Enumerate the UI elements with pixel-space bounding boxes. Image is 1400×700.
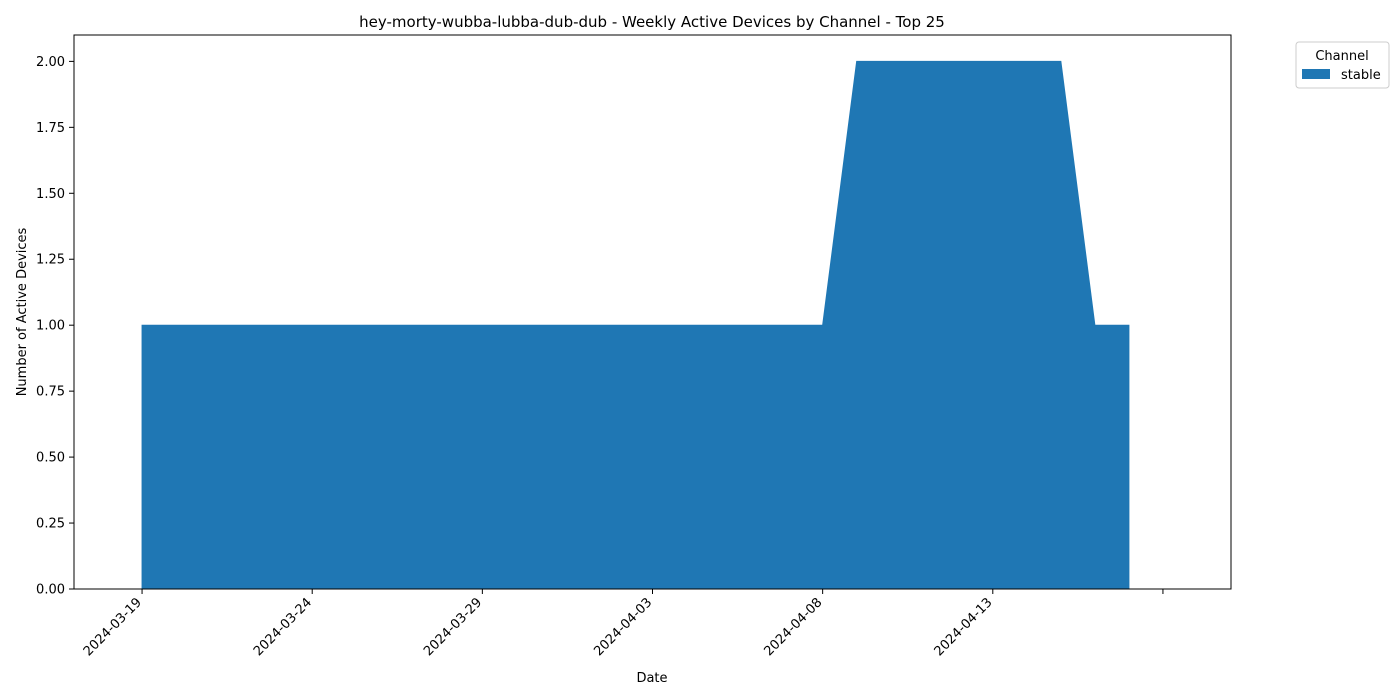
- x-tick-label: 2024-03-24: [251, 595, 315, 659]
- y-tick-label: 0.25: [36, 517, 65, 532]
- legend-title: Channel: [1315, 49, 1368, 64]
- x-axis: 2024-03-19 2024-03-24 2024-03-29 2024-04-03…: [81, 589, 1164, 659]
- x-tick-label: 2024-03-19: [81, 595, 145, 659]
- area-series-stable: [141, 60, 1130, 590]
- y-tick-label: 0.50: [36, 451, 65, 466]
- plot-area: [141, 60, 1130, 590]
- x-tick-label: 2024-04-03: [591, 595, 655, 659]
- x-tick-label: 2024-03-29: [421, 595, 485, 659]
- x-tick-label: 2024-04-13: [932, 595, 996, 659]
- legend-swatch-stable: [1302, 69, 1330, 79]
- y-axis-label: Number of Active Devices: [15, 227, 30, 396]
- x-axis-label: Date: [636, 671, 667, 686]
- y-tick-label: 1.25: [36, 253, 65, 268]
- y-tick-label: 0.00: [36, 583, 65, 598]
- y-tick-label: 1.00: [36, 319, 65, 334]
- legend-label-stable: stable: [1341, 68, 1381, 83]
- y-tick-label: 0.75: [36, 385, 65, 400]
- y-tick-label: 2.00: [36, 55, 65, 70]
- legend: Channel stable: [1295, 41, 1390, 89]
- x-tick-label: 2024-04-08: [761, 595, 825, 659]
- y-axis: 0.00 0.25 0.50 0.75 1.00 1.25 1.50 1.75 2.00: [36, 55, 74, 598]
- y-tick-label: 1.75: [36, 121, 65, 136]
- chart-title: hey-morty-wubba-lubba-dub-dub - Weekly A…: [359, 13, 945, 31]
- y-tick-label: 1.50: [36, 187, 65, 202]
